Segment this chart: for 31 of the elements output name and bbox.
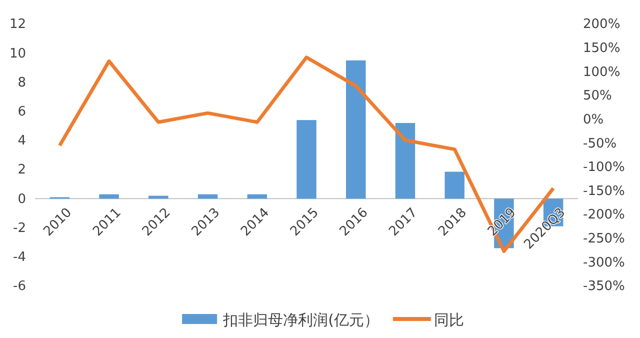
y2-tick-label: 100%	[583, 64, 620, 80]
y-tick-label: 8	[18, 75, 26, 90]
y-tick-label: 0	[18, 192, 26, 207]
y2-tick-label: -250%	[583, 232, 625, 247]
y2-tick-label: -50%	[583, 136, 617, 152]
y2-tick-label: 200%	[583, 17, 620, 32]
y-tick-label: -6	[13, 279, 26, 294]
bar	[99, 194, 119, 199]
bar	[346, 60, 366, 199]
y-tick-label: -4	[13, 250, 26, 266]
bar	[296, 120, 316, 199]
y2-tick-label: 150%	[583, 40, 620, 56]
y2-tick-label: -200%	[583, 208, 625, 223]
y-tick-label: -2	[13, 220, 26, 236]
legend-label: 扣非归母净利润(亿元）	[222, 311, 379, 329]
bar	[198, 194, 218, 199]
y-tick-label: 12	[9, 17, 26, 32]
y2-tick-label: 50%	[583, 88, 612, 104]
y-tick-label: 10	[9, 46, 26, 62]
y-tick-label: 2	[18, 162, 26, 178]
bar	[395, 122, 416, 199]
legend-label: 同比	[434, 311, 464, 329]
y2-tick-label: -150%	[583, 184, 625, 199]
y-tick-label: 4	[18, 134, 26, 149]
y2-tick-label: -350%	[583, 279, 625, 294]
y2-tick-label: -300%	[583, 255, 625, 270]
bar	[444, 172, 464, 199]
y-tick-label: 6	[18, 104, 26, 120]
y2-tick-label: 0%	[583, 112, 604, 128]
y2-tick-label: -100%	[583, 160, 625, 176]
bar	[247, 194, 268, 199]
